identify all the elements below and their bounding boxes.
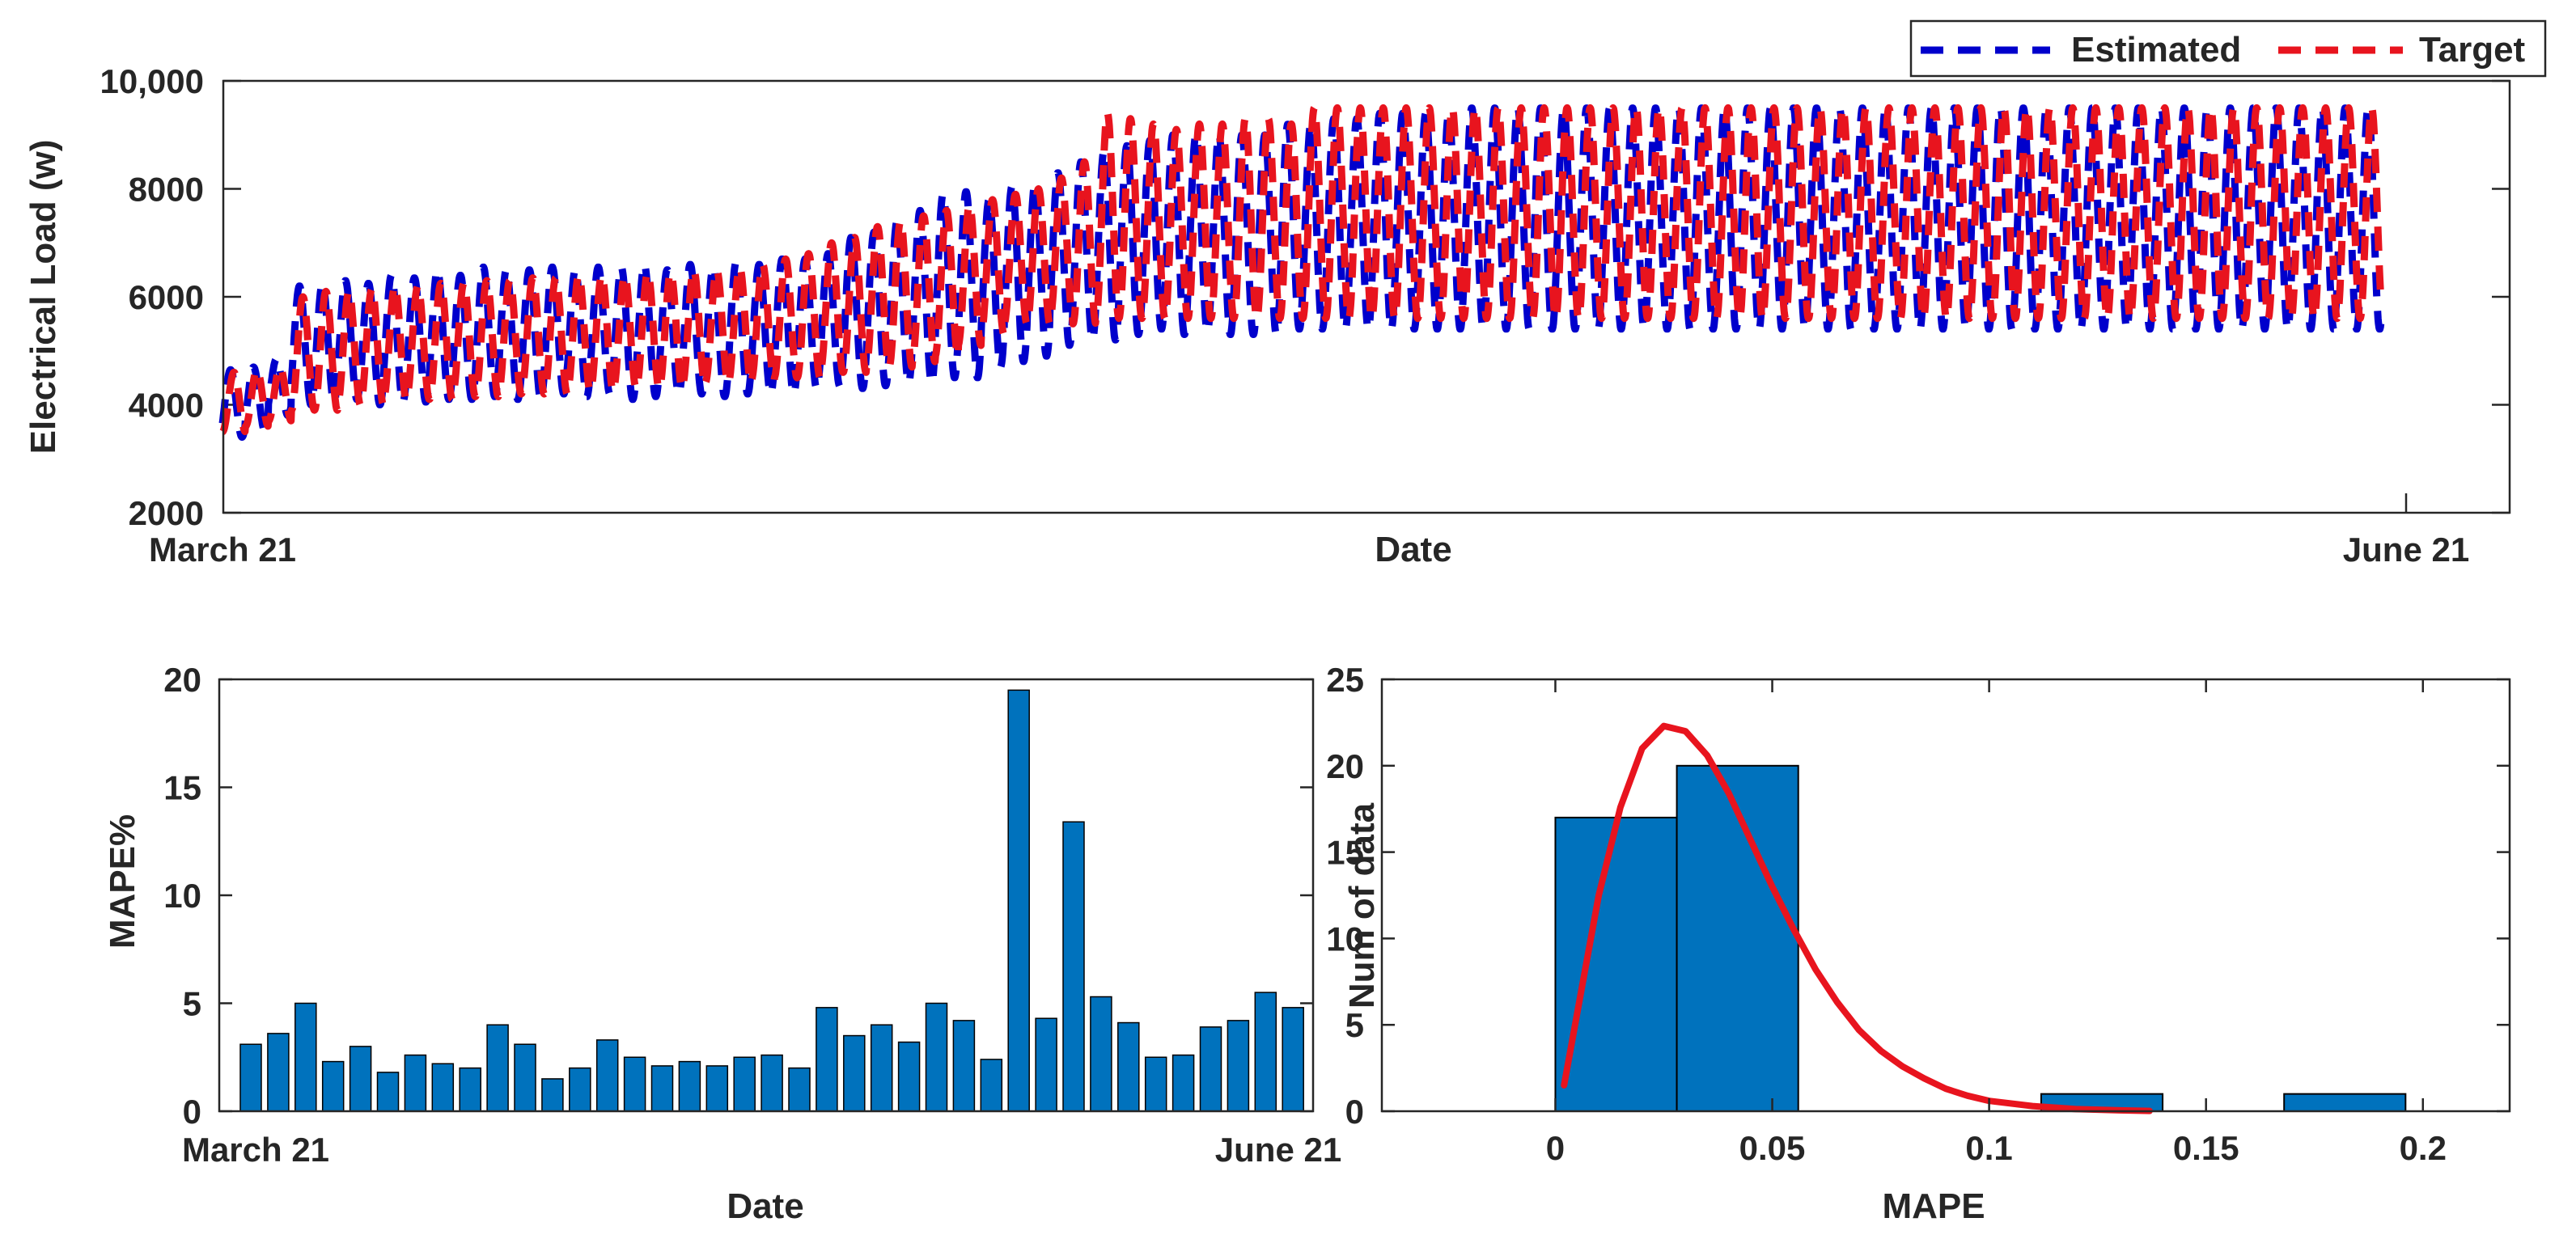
load-chart-series [218, 104, 2385, 441]
mape-bar [1144, 1056, 1167, 1112]
load-y-tick-label: 2000 [129, 494, 204, 532]
histogram-ticks: 0 5 10 15 20 25 0 0.05 0.1 0.15 0.2 [1326, 661, 2510, 1167]
mape-y-tick-label: 20 [163, 661, 201, 699]
mape-bar-x-tick-end: June 21 [1215, 1131, 1341, 1169]
load-chart-y-tick-labels: 2000 4000 6000 8000 10,000 [100, 62, 204, 532]
mape-bar [705, 1065, 729, 1112]
load-chart-y-label: Electrical Load (w) [23, 140, 63, 455]
mape-bar-y-label: MAPE% [103, 814, 142, 949]
mape-bars [239, 689, 1304, 1112]
histogram-bar [1554, 816, 1678, 1112]
legend-target-label: Target [2419, 30, 2526, 70]
histogram-y-tick-label: 25 [1326, 661, 1364, 699]
load-y-tick-label: 10,000 [100, 62, 204, 100]
load-chart-axes-box [222, 79, 2511, 514]
mape-bar [267, 1033, 290, 1112]
mape-bar [541, 1078, 564, 1112]
mape-bar [1090, 996, 1112, 1112]
mape-bar [623, 1056, 646, 1112]
load-y-tick-label: 4000 [129, 387, 204, 425]
mape-bar [788, 1067, 811, 1112]
mape-y-tick-label: 10 [163, 877, 201, 915]
mape-bar [843, 1034, 866, 1112]
mape-bar [1282, 1007, 1304, 1112]
mape-bar [1199, 1026, 1222, 1112]
mape-bar [816, 1007, 838, 1112]
load-y-tick-label: 6000 [129, 278, 204, 316]
histogram-y-tick-label: 0 [1345, 1093, 1364, 1131]
histogram-x-tick-label: 0.05 [1739, 1129, 1806, 1167]
mape-bar [294, 1002, 317, 1112]
mape-bar [870, 1024, 893, 1112]
histogram-x-tick-label: 0 [1546, 1129, 1565, 1167]
mape-bar [980, 1059, 1003, 1112]
mape-bar [431, 1063, 455, 1112]
mape-bar [349, 1046, 372, 1112]
mape-bar [897, 1041, 921, 1112]
mape-bar [595, 1039, 619, 1112]
mape-y-tick-label: 0 [183, 1093, 201, 1131]
mape-bar-x-label: Date [727, 1186, 803, 1226]
mape-bar [733, 1056, 756, 1112]
load-chart-x-tick-start: March 21 [149, 531, 296, 569]
histogram-x-label: MAPE [1882, 1186, 1985, 1226]
histogram-bar [2283, 1093, 2407, 1113]
histogram-bars [1554, 764, 2407, 1113]
mape-bar [1227, 1020, 1250, 1112]
mape-bar [514, 1043, 536, 1112]
load-y-tick-label: 8000 [129, 171, 204, 209]
mape-bar [1007, 689, 1030, 1112]
mape-y-tick-label: 5 [183, 985, 201, 1023]
mape-bar [239, 1043, 262, 1112]
mape-y-tick-label: 15 [163, 769, 201, 807]
mape-bar [925, 1002, 948, 1112]
mape-bar [952, 1020, 976, 1112]
mape-bar [1171, 1054, 1195, 1112]
mape-bar [761, 1054, 783, 1112]
mape-bar-x-tick-start: March 21 [182, 1131, 329, 1169]
histogram-x-tick-label: 0.2 [2400, 1129, 2447, 1167]
load-chart-x-tick-end: June 21 [2343, 531, 2469, 569]
mape-bar [1117, 1021, 1140, 1112]
target-series-line [219, 104, 2385, 436]
mape-bar [376, 1072, 400, 1112]
mape-bar [678, 1060, 701, 1112]
mape-bar [321, 1060, 345, 1112]
mape-bar-axes-box [218, 678, 1315, 1113]
histogram-y-tick-label: 10 [1326, 920, 1364, 958]
mape-histogram: 0 5 10 15 20 25 0 0.05 0.1 0.15 0.2 MAPE Num of da… [1326, 661, 2511, 1226]
histogram-y-tick-label: 15 [1326, 834, 1364, 872]
mape-bar [650, 1065, 674, 1112]
mape-bar [486, 1024, 509, 1112]
histogram-x-tick-label: 0.15 [2173, 1129, 2239, 1167]
mape-bar [1035, 1017, 1057, 1112]
histogram-bar [1676, 764, 1799, 1112]
mape-bar [569, 1067, 591, 1112]
histogram-x-tick-label: 0.1 [1965, 1129, 2012, 1167]
histogram-y-label: Num of data [1342, 802, 1382, 1009]
histogram-y-tick-label: 20 [1326, 747, 1364, 785]
histogram-axes-box [1380, 678, 2511, 1113]
legend-estimated-label: Estimated [2071, 30, 2241, 70]
load-chart-legend: Estimated Target [1909, 19, 2547, 78]
mape-bar [1254, 992, 1277, 1112]
mape-bar [404, 1054, 427, 1112]
mape-bar [459, 1067, 481, 1112]
load-chart-x-label: Date [1375, 530, 1451, 569]
mape-bar [1062, 821, 1085, 1112]
mape-bar-chart: 0 5 10 15 20 March 21 June 21 Date MAPE% [103, 661, 1341, 1226]
histogram-y-tick-label: 5 [1345, 1006, 1364, 1044]
